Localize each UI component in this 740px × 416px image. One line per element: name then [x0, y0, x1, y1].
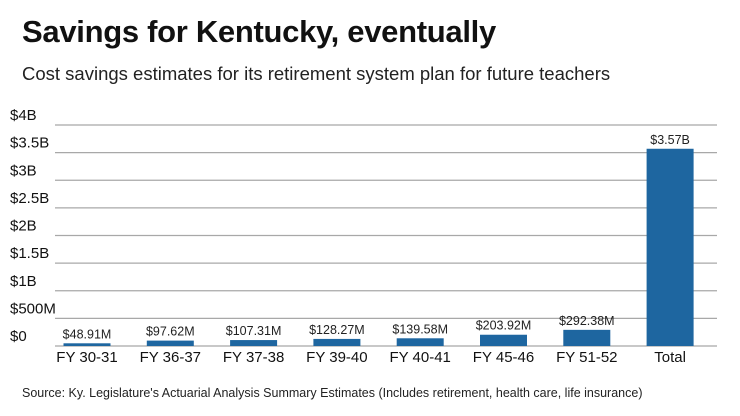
bar — [146, 340, 194, 346]
x-tick-label: FY 51-52 — [556, 349, 617, 366]
chart-title: Savings for Kentucky, eventually — [22, 14, 496, 49]
y-tick-label: $2B — [10, 218, 37, 235]
data-label: $139.58M — [392, 322, 448, 336]
y-tick-label: $4B — [10, 107, 37, 124]
x-tick-label: FY 36-37 — [140, 349, 201, 366]
data-label: $292.38M — [559, 314, 615, 328]
data-label: $203.92M — [476, 319, 532, 333]
bar — [396, 338, 444, 346]
bar — [313, 338, 361, 346]
x-tick-label: FY 45-46 — [473, 349, 534, 366]
bar — [563, 329, 611, 346]
bar — [646, 148, 694, 346]
bar — [63, 343, 111, 346]
x-tick-label: FY 37-38 — [223, 349, 284, 366]
y-tick-label: $2.5B — [10, 190, 49, 207]
data-label: $107.31M — [226, 324, 282, 338]
chart-subtitle: Cost savings estimates for its retiremen… — [22, 63, 611, 84]
y-tick-label: $0 — [10, 328, 27, 345]
y-tick-label: $3.5B — [10, 135, 49, 152]
data-label: $97.62M — [146, 325, 195, 339]
x-tick-label: FY 30-31 — [56, 349, 117, 366]
data-label: $48.91M — [63, 327, 112, 341]
x-tick-label: FY 40-41 — [389, 349, 450, 366]
y-tick-label: $1.5B — [10, 245, 49, 262]
source-note: Source: Ky. Legislature's Actuarial Anal… — [22, 386, 643, 400]
bar — [480, 334, 527, 346]
x-tick-label: Total — [654, 349, 686, 366]
y-tick-label: $3B — [10, 162, 37, 179]
y-tick-label: $1B — [10, 273, 37, 290]
data-label: $128.27M — [309, 323, 365, 337]
bar — [230, 340, 278, 346]
data-label: $3.57B — [650, 133, 690, 147]
y-tick-label: $500M — [10, 300, 56, 317]
x-tick-label: FY 39-40 — [306, 349, 367, 366]
